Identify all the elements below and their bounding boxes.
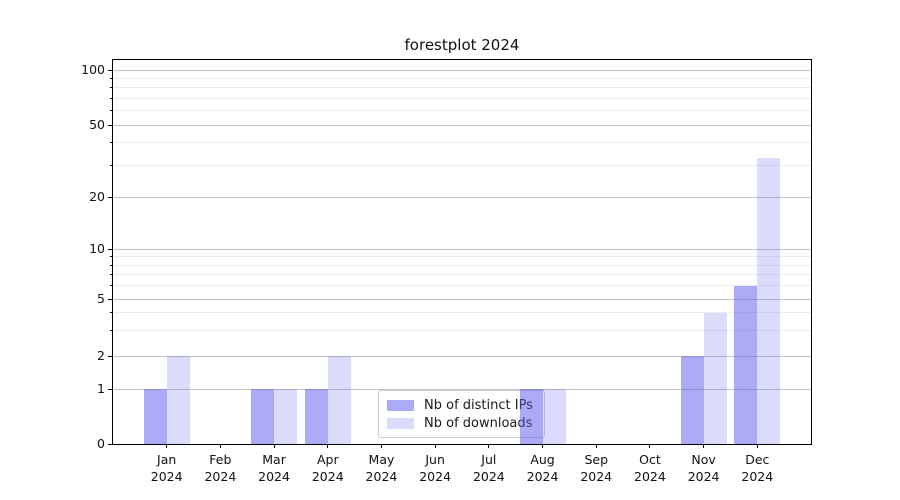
x-tick-mark bbox=[434, 444, 436, 448]
x-tick-mark bbox=[327, 444, 329, 448]
minor-gridline bbox=[113, 312, 811, 314]
major-gridline bbox=[113, 248, 811, 250]
y-tick-mark bbox=[108, 124, 112, 126]
y-tick-label: 2 bbox=[97, 348, 105, 363]
y-minor-tick-mark bbox=[110, 274, 112, 276]
minor-gridline bbox=[113, 164, 811, 166]
y-tick-label: 0 bbox=[97, 436, 105, 451]
bar-downloads-mar bbox=[274, 389, 298, 444]
bar-distinct-ips-apr bbox=[304, 389, 328, 444]
major-gridline bbox=[113, 298, 811, 300]
legend: Nb of distinct IPs Nb of downloads bbox=[378, 390, 545, 438]
y-minor-tick-mark bbox=[110, 87, 112, 89]
x-tick-mark bbox=[219, 444, 221, 448]
x-tick-mark bbox=[380, 444, 382, 448]
x-tick-label: Jun 2024 bbox=[419, 452, 452, 484]
minor-gridline bbox=[113, 97, 811, 99]
minor-gridline bbox=[113, 330, 811, 332]
legend-item-downloads: Nb of downloads bbox=[387, 416, 536, 431]
bar-distinct-ips-nov bbox=[680, 356, 704, 444]
bar-downloads-jan bbox=[166, 356, 190, 444]
plot-area: Nb of distinct IPs Nb of downloads bbox=[112, 59, 812, 445]
x-tick-label: Dec 2024 bbox=[741, 452, 774, 484]
x-tick-label: Aug 2024 bbox=[526, 452, 559, 484]
y-minor-tick-mark bbox=[110, 142, 112, 144]
minor-gridline bbox=[113, 110, 811, 112]
bar-distinct-ips-aug bbox=[519, 389, 543, 444]
y-minor-tick-mark bbox=[110, 330, 112, 332]
y-tick-label: 10 bbox=[89, 241, 105, 256]
x-tick-mark bbox=[703, 444, 705, 448]
x-tick-label: Feb 2024 bbox=[204, 452, 237, 484]
y-tick-mark bbox=[108, 248, 112, 250]
bar-downloads-dec bbox=[757, 157, 781, 444]
minor-gridline bbox=[113, 274, 811, 276]
y-tick-mark bbox=[108, 355, 112, 357]
minor-gridline bbox=[113, 142, 811, 144]
y-tick-label: 1 bbox=[97, 381, 105, 396]
major-gridline bbox=[113, 69, 811, 71]
x-tick-label: Mar 2024 bbox=[258, 452, 290, 484]
x-tick-mark bbox=[756, 444, 758, 448]
x-tick-label: Jul 2024 bbox=[472, 452, 505, 484]
y-minor-tick-mark bbox=[110, 264, 112, 266]
bar-downloads-aug bbox=[542, 389, 566, 444]
x-tick-mark bbox=[273, 444, 275, 448]
y-tick-mark bbox=[108, 196, 112, 198]
x-tick-mark bbox=[166, 444, 168, 448]
minor-gridline bbox=[113, 264, 811, 266]
bar-downloads-nov bbox=[703, 312, 727, 444]
y-minor-tick-mark bbox=[110, 110, 112, 112]
y-tick-label: 50 bbox=[89, 117, 105, 132]
x-tick-label: Nov 2024 bbox=[687, 452, 720, 484]
x-tick-label: May 2024 bbox=[365, 452, 398, 484]
x-tick-mark bbox=[542, 444, 544, 448]
bar-downloads-apr bbox=[327, 356, 351, 444]
y-tick-mark bbox=[108, 298, 112, 300]
y-minor-tick-mark bbox=[110, 77, 112, 79]
minor-gridline bbox=[113, 87, 811, 89]
y-tick-mark bbox=[108, 388, 112, 390]
minor-gridline bbox=[113, 285, 811, 287]
x-tick-mark bbox=[488, 444, 490, 448]
bar-distinct-ips-mar bbox=[251, 389, 275, 444]
y-tick-mark bbox=[108, 69, 112, 71]
legend-label-distinct-ips: Nb of distinct IPs bbox=[424, 397, 533, 413]
chart-title: forestplot 2024 bbox=[404, 36, 520, 54]
legend-swatch-distinct-ips bbox=[387, 399, 414, 411]
x-tick-label: Oct 2024 bbox=[634, 452, 666, 484]
minor-gridline bbox=[113, 256, 811, 258]
y-tick-label: 20 bbox=[89, 189, 105, 204]
x-tick-label: Sep 2024 bbox=[580, 452, 613, 484]
legend-label-downloads: Nb of downloads bbox=[424, 415, 533, 431]
minor-gridline bbox=[113, 77, 811, 79]
major-gridline bbox=[113, 388, 811, 390]
x-tick-mark bbox=[649, 444, 651, 448]
y-minor-tick-mark bbox=[110, 312, 112, 314]
x-tick-label: Apr 2024 bbox=[311, 452, 344, 484]
y-tick-label: 100 bbox=[81, 62, 105, 77]
y-tick-mark bbox=[108, 443, 112, 445]
y-minor-tick-mark bbox=[110, 97, 112, 99]
x-tick-label: Jan 2024 bbox=[150, 452, 183, 484]
legend-swatch-downloads bbox=[387, 417, 414, 429]
bar-distinct-ips-dec bbox=[734, 285, 758, 444]
legend-item-distinct-ips: Nb of distinct IPs bbox=[387, 398, 536, 413]
major-gridline bbox=[113, 196, 811, 198]
major-gridline bbox=[113, 355, 811, 357]
bar-distinct-ips-jan bbox=[143, 389, 167, 444]
major-gridline bbox=[113, 124, 811, 126]
y-minor-tick-mark bbox=[110, 256, 112, 258]
x-tick-mark bbox=[595, 444, 597, 448]
y-minor-tick-mark bbox=[110, 285, 112, 287]
y-minor-tick-mark bbox=[110, 164, 112, 166]
y-tick-label: 5 bbox=[97, 291, 105, 306]
